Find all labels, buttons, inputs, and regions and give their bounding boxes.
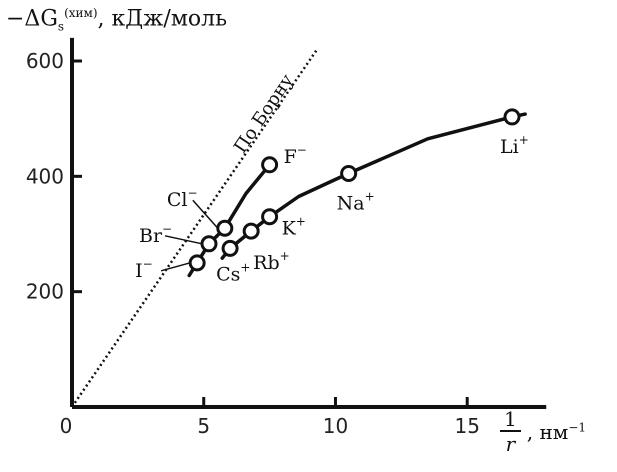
y-tick-label: 600 xyxy=(26,49,64,73)
born-line-group: По Борну xyxy=(70,48,319,408)
y-tick-label: 400 xyxy=(26,164,64,188)
ion-leader-br xyxy=(164,235,203,245)
axes: 0 5 10 15 200 400 600 xyxy=(26,37,547,438)
y-axis-label: −ΔGs(хим), кДж/моль xyxy=(6,6,227,34)
ion-label-br: Br− xyxy=(139,222,172,247)
x-axis-unit-text: , нм xyxy=(526,420,569,444)
series-group: I− Br− Cl− F− Cs+ Rb+ K+ Na+ Li+ xyxy=(135,108,529,285)
ion-marker-cs xyxy=(221,239,239,257)
y-axis-label-prefix: −ΔG xyxy=(6,6,58,32)
ion-label-rb: Rb+ xyxy=(253,249,290,274)
ion-label-i: I− xyxy=(135,257,153,282)
ion-marker-i xyxy=(188,254,206,272)
ion-marker-f xyxy=(261,156,279,174)
x-axis-label: 1 r , нм−1 xyxy=(500,408,586,456)
y-axis-label-sub: s xyxy=(57,19,65,34)
y-axis-label-unit: , кДж/моль xyxy=(97,6,228,32)
ion-marker-rb xyxy=(242,222,260,240)
x-tick-label: 5 xyxy=(197,414,210,438)
ion-marker-k xyxy=(261,208,279,226)
ion-marker-li xyxy=(503,108,521,126)
ion-label-f: F− xyxy=(284,143,307,168)
ion-leader-i xyxy=(160,262,191,272)
ion-leader-cl xyxy=(192,199,219,229)
ion-marker-br xyxy=(200,235,218,253)
ion-label-k: K+ xyxy=(282,215,306,240)
ion-label-cs: Cs+ xyxy=(216,260,250,285)
ion-marker-na xyxy=(340,164,358,182)
cations-line xyxy=(220,112,527,260)
ion-label-na: Na+ xyxy=(337,189,375,214)
x-tick-label: 10 xyxy=(323,414,348,438)
born-line-label: По Борну xyxy=(230,70,298,157)
ion-label-li: Li+ xyxy=(500,133,529,158)
x-axis-numerator: 1 xyxy=(500,408,521,432)
y-axis-label-sup: (хим) xyxy=(64,6,98,20)
y-tick-label: 200 xyxy=(26,280,64,304)
born-line xyxy=(70,48,319,408)
x-axis-unit: , нм−1 xyxy=(527,420,586,444)
x-axis-unit-exp: −1 xyxy=(568,420,587,435)
ion-label-cl: Cl− xyxy=(167,186,198,211)
x-tick-label: 15 xyxy=(454,414,479,438)
x-axis-denominator: r xyxy=(505,432,516,456)
x-axis-fraction: 1 r xyxy=(500,408,521,456)
ion-marker-cl xyxy=(216,219,234,237)
x-tick-label: 0 xyxy=(60,414,73,438)
